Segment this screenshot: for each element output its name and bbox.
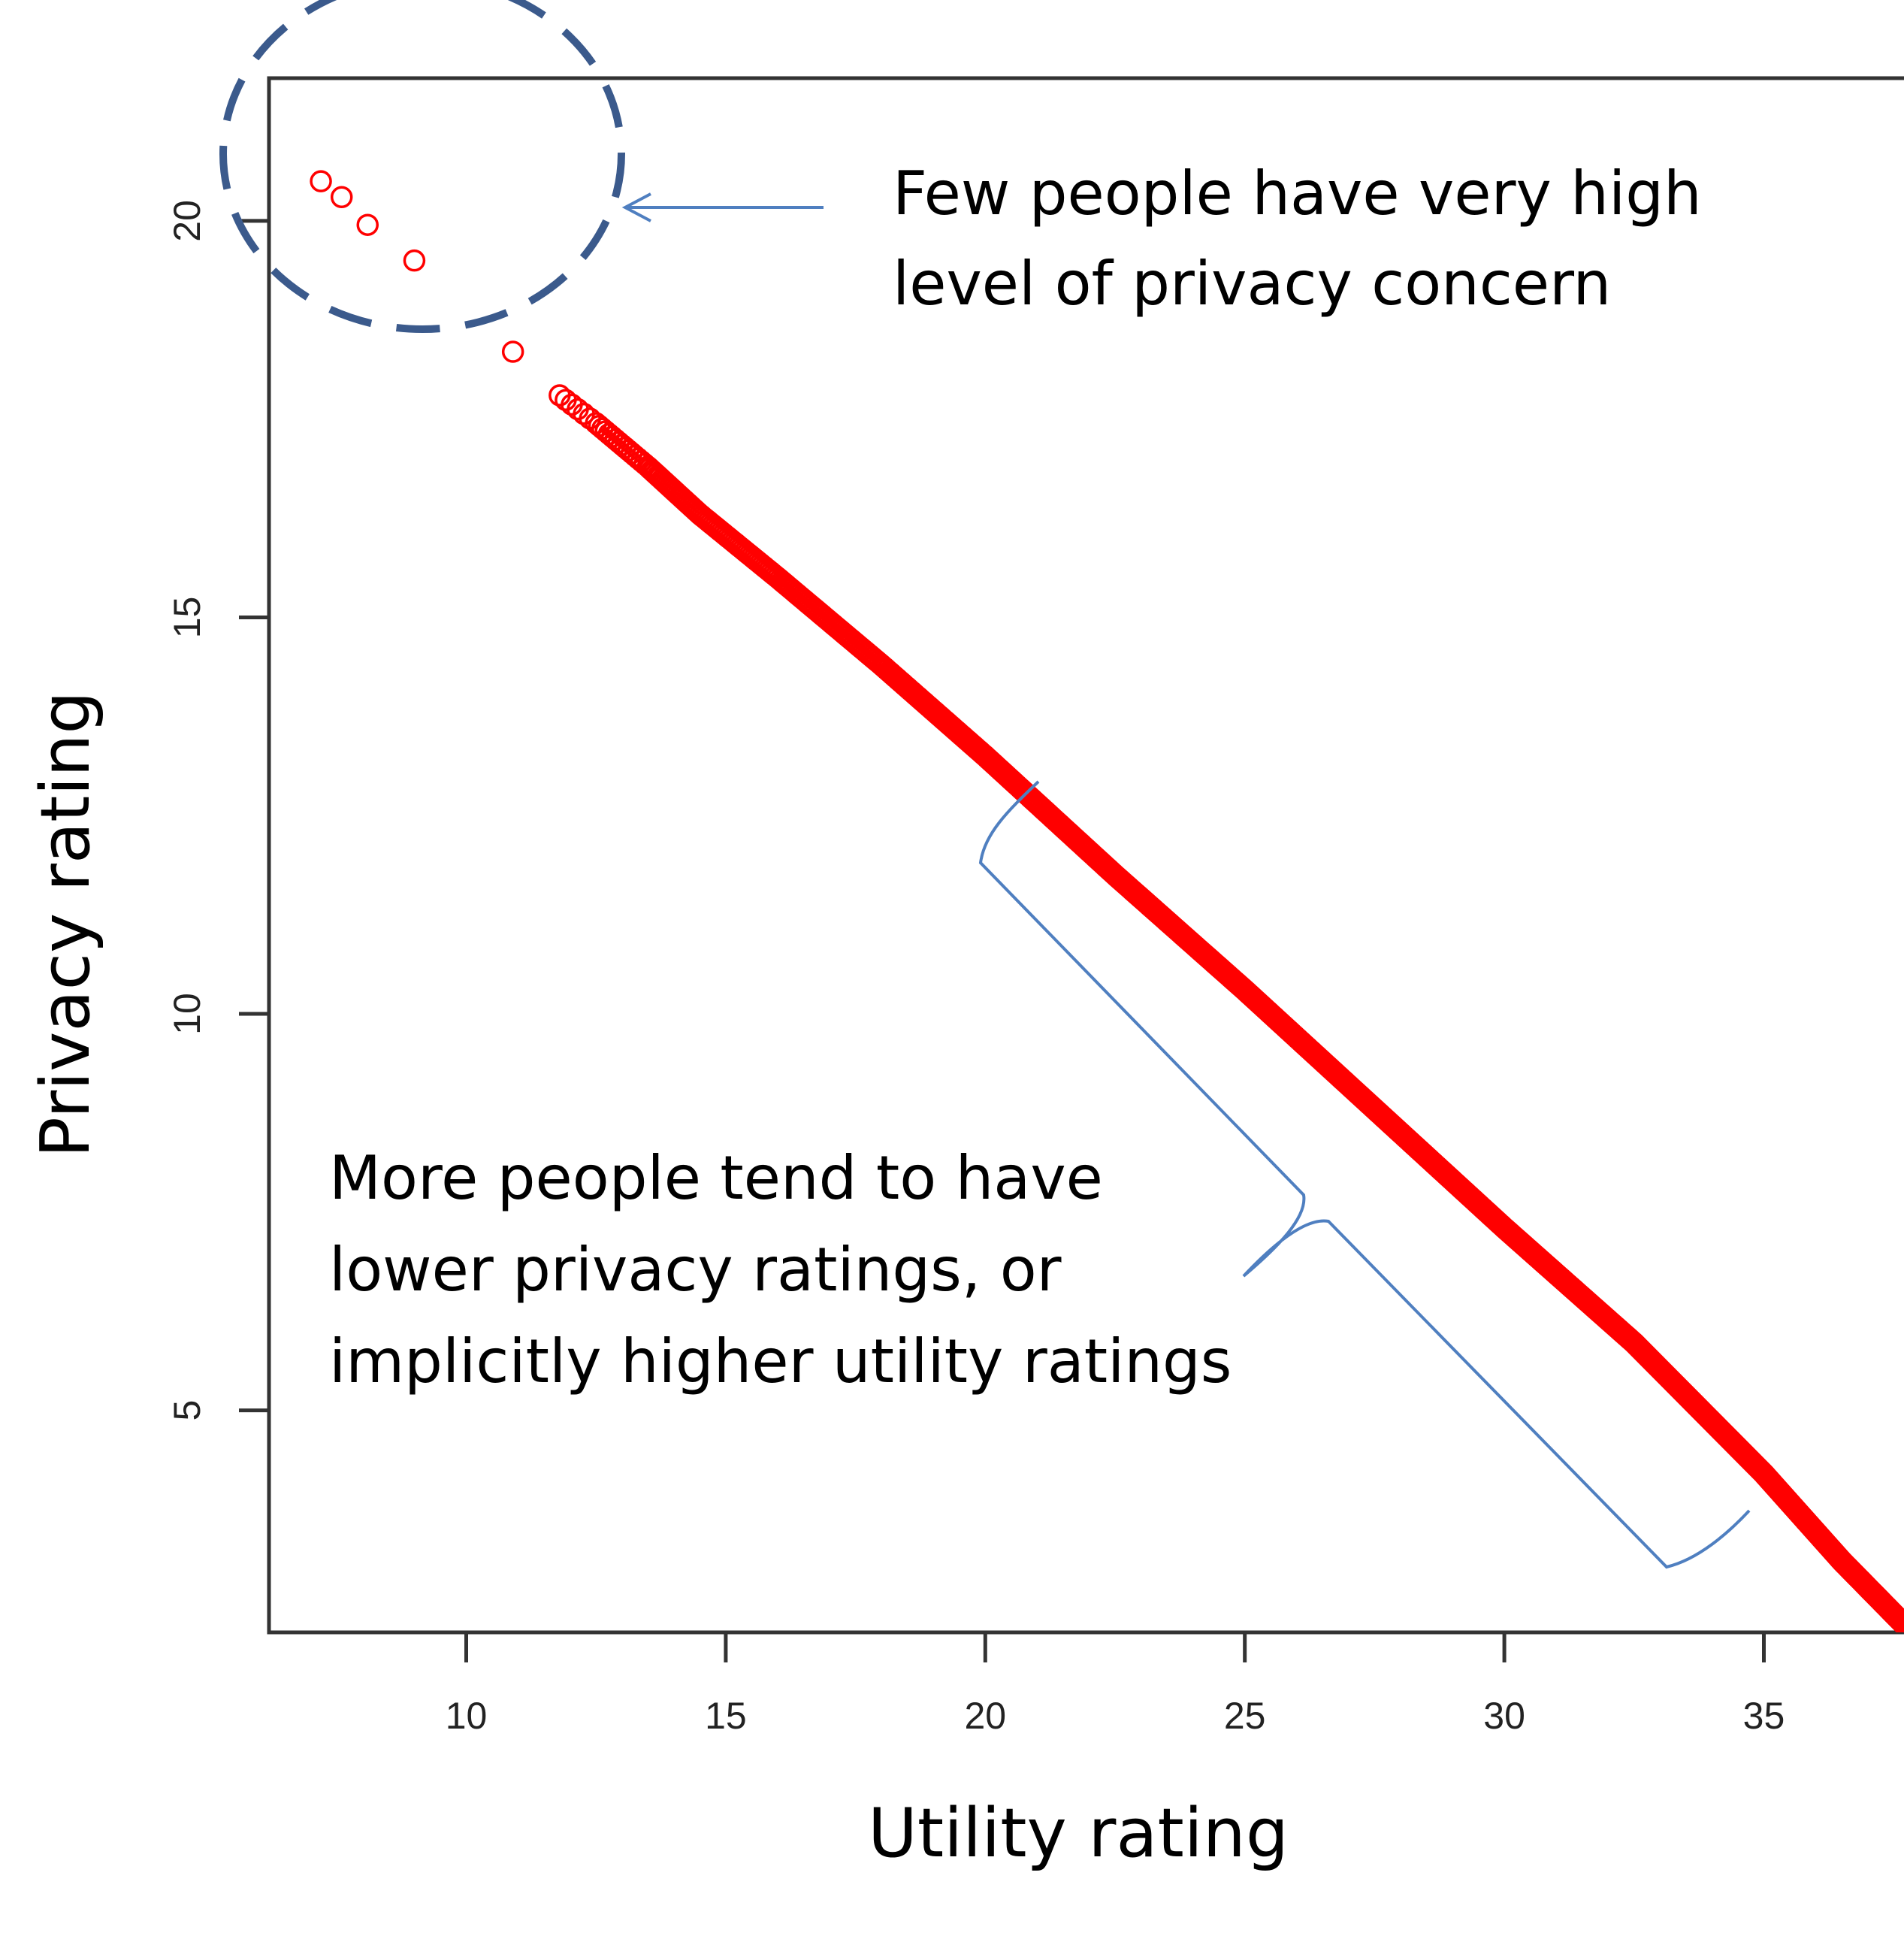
annotation-brace bbox=[978, 780, 1751, 1569]
outlier-point bbox=[501, 340, 524, 363]
x-tick-label: 20 bbox=[964, 1695, 1006, 1737]
x-tick-label: 35 bbox=[1743, 1695, 1785, 1737]
y-axis: 5 10 15 20 bbox=[166, 200, 269, 1420]
x-axis-title: Utility rating bbox=[868, 1794, 1289, 1873]
outlier-point bbox=[310, 170, 332, 192]
annotation-high-privacy: Few people have very high level of priva… bbox=[893, 159, 1721, 319]
y-tick-label: 5 bbox=[166, 1400, 208, 1421]
annotation-lower-privacy-line-1: More people tend to have bbox=[329, 1143, 1103, 1213]
y-tick-label: 10 bbox=[166, 993, 208, 1035]
curve-point bbox=[1893, 1613, 1904, 1632]
data-points bbox=[310, 170, 1904, 1632]
annotation-arrow-head bbox=[621, 192, 651, 222]
y-axis-title: Privacy rating bbox=[26, 691, 105, 1157]
y-tick-label: 15 bbox=[166, 597, 208, 639]
annotation-lower-privacy-line-2: lower privacy ratings, or bbox=[329, 1235, 1062, 1305]
annotation-lower-privacy-line-3: implicitly higher utility ratings bbox=[329, 1326, 1232, 1396]
annotation-lower-privacy: More people tend to have lower privacy r… bbox=[329, 1143, 1232, 1396]
outlier-point bbox=[330, 186, 353, 209]
outlier-point bbox=[356, 213, 379, 236]
x-axis: 10 15 20 25 30 35 bbox=[446, 1632, 1785, 1737]
x-tick-label: 25 bbox=[1224, 1695, 1266, 1737]
y-tick-label: 20 bbox=[166, 200, 208, 242]
annotation-high-privacy-line-1: Few people have very high bbox=[893, 159, 1702, 228]
annotation-high-privacy-line-2: level of privacy concern bbox=[893, 249, 1611, 319]
outlier-point bbox=[403, 249, 426, 272]
x-tick-label: 15 bbox=[705, 1695, 747, 1737]
plot-frame bbox=[267, 76, 1904, 1635]
outlier-highlight-ellipse bbox=[219, 0, 625, 333]
x-tick-label: 30 bbox=[1483, 1695, 1525, 1737]
x-tick-label: 10 bbox=[446, 1695, 488, 1737]
